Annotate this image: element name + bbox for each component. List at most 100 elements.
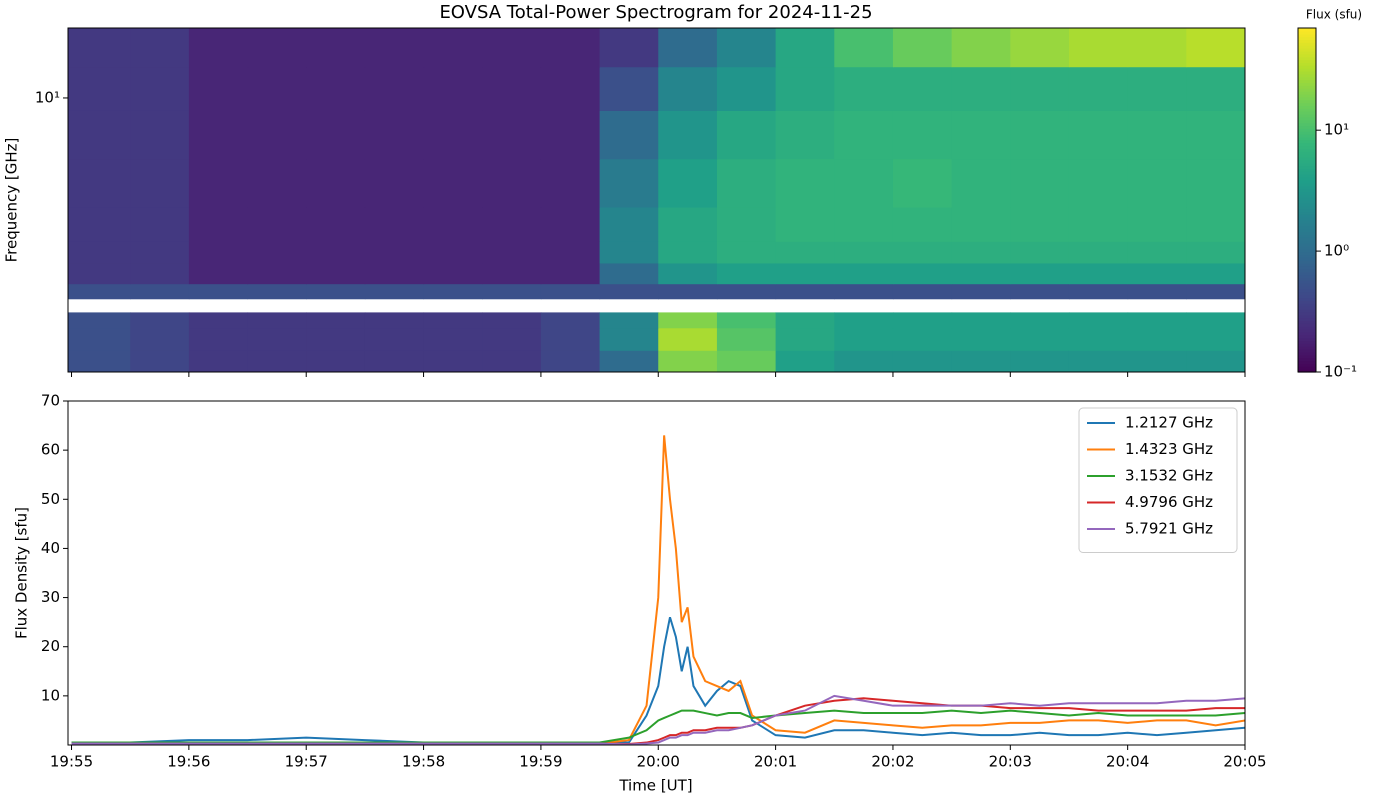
heatmap-cell	[892, 283, 953, 300]
colorbar-swatch	[1298, 39, 1316, 43]
heatmap-cell	[188, 158, 249, 208]
heatmap-cell	[306, 312, 366, 329]
heatmap-cell	[716, 207, 777, 242]
heatmap-cell	[775, 350, 835, 373]
colorbar-swatch	[1298, 202, 1316, 207]
heatmap-cell	[1186, 327, 1246, 351]
heatmap-cell	[775, 327, 835, 351]
heatmap-cell	[834, 262, 894, 285]
heatmap-cell	[306, 110, 366, 160]
heatmap-cell	[1186, 66, 1246, 111]
colorbar-swatch	[1298, 48, 1316, 52]
heatmap-cell	[1186, 262, 1246, 285]
heatmap-cell	[716, 312, 777, 329]
heatmap-cell	[599, 158, 659, 208]
heatmap-cell	[68, 241, 131, 264]
heatmap-cell	[658, 66, 718, 111]
colorbar-swatch	[1298, 260, 1316, 264]
heatmap-cell	[1127, 66, 1187, 111]
colorbar-swatch	[1298, 93, 1316, 98]
heatmap-cell	[68, 28, 131, 68]
heatmap-cell	[892, 327, 953, 351]
colorbar-swatch	[1298, 291, 1316, 296]
colorbar-swatch	[1298, 354, 1316, 359]
heatmap-cell	[716, 283, 777, 300]
heatmap-cell	[540, 28, 601, 68]
heatmap-cell	[1010, 350, 1070, 373]
heatmap-cell	[834, 28, 894, 68]
colorbar-swatch	[1298, 340, 1316, 344]
heatmap-cell	[68, 262, 131, 285]
colorbar-swatch	[1298, 243, 1316, 247]
colorbar-swatch	[1298, 142, 1316, 147]
heatmap-cell	[130, 241, 190, 264]
heatmap-cell	[599, 66, 659, 111]
y-tick-label: 60	[41, 441, 60, 459]
heatmap-cell	[892, 28, 953, 68]
colorbar-swatch	[1298, 306, 1316, 310]
heatmap-cell	[951, 350, 1011, 373]
heatmap-cell	[364, 327, 425, 351]
heatmap-cell	[482, 28, 542, 68]
colorbar-swatch	[1298, 208, 1316, 213]
heatmap-cell	[599, 327, 659, 351]
heatmap-cell	[775, 283, 835, 300]
heatmap-cell	[892, 207, 953, 242]
heatmap-cell	[423, 158, 483, 208]
heatmap-cell	[1010, 207, 1070, 242]
colorbar-swatch	[1298, 131, 1316, 135]
heatmap-cell	[482, 327, 542, 351]
colorbar-swatch	[1298, 162, 1316, 167]
heatmap-cell	[68, 110, 131, 160]
heatmap-cell	[482, 110, 542, 160]
heatmap-cell	[658, 283, 718, 300]
heatmap-cell	[188, 66, 249, 111]
heatmap-cell	[892, 312, 953, 329]
heatmap-cell	[247, 28, 307, 68]
heatmap-cell	[364, 207, 425, 242]
colorbar-swatch	[1298, 334, 1316, 339]
heatmap-cell	[1068, 283, 1129, 300]
colorbar-swatch	[1298, 191, 1316, 195]
heatmap-cell	[775, 207, 835, 242]
heatmap-cell	[716, 110, 777, 160]
heatmap-cell	[951, 158, 1011, 208]
heatmap-cell	[1186, 158, 1246, 208]
heatmap-cell	[423, 66, 483, 111]
heatmap-cell	[247, 66, 307, 111]
heatmap-cell	[482, 262, 542, 285]
heatmap-cell	[834, 66, 894, 111]
heatmap-cell	[658, 207, 718, 242]
colorbar-swatch	[1298, 225, 1316, 230]
heatmap-cell	[599, 262, 659, 285]
y-tick-label: 10	[41, 686, 60, 704]
legend-label: 5.7921 GHz	[1125, 520, 1213, 538]
y-axis-label: Flux Density [sfu]	[13, 507, 31, 639]
colorbar-tick-label: 10⁰	[1324, 242, 1349, 260]
colorbar-swatch	[1298, 30, 1316, 35]
heatmap-cell	[1127, 312, 1187, 329]
heatmap-cell	[1068, 262, 1129, 285]
colorbar-swatch	[1298, 294, 1316, 299]
heatmap-cell	[1010, 28, 1070, 68]
colorbar-swatch	[1298, 314, 1316, 319]
heatmap-cell	[540, 241, 601, 264]
heatmap-cell	[247, 350, 307, 373]
heatmap-cell	[1127, 28, 1187, 68]
colorbar-swatch	[1298, 351, 1316, 356]
heatmap-cell	[1068, 158, 1129, 208]
heatmap-cell	[482, 350, 542, 373]
heatmap-cell	[775, 158, 835, 208]
colorbar-swatch	[1298, 286, 1316, 290]
heatmap-cell	[188, 28, 249, 68]
heatmap-cell	[482, 66, 542, 111]
colorbar-swatch	[1298, 177, 1316, 181]
colorbar-swatch	[1298, 277, 1316, 281]
heatmap-cell	[1186, 28, 1246, 68]
heatmap-cell	[775, 312, 835, 329]
heatmap-cell	[892, 158, 953, 208]
heatmap-cell	[716, 262, 777, 285]
heatmap-cell	[892, 66, 953, 111]
colorbar-swatch	[1298, 200, 1316, 204]
